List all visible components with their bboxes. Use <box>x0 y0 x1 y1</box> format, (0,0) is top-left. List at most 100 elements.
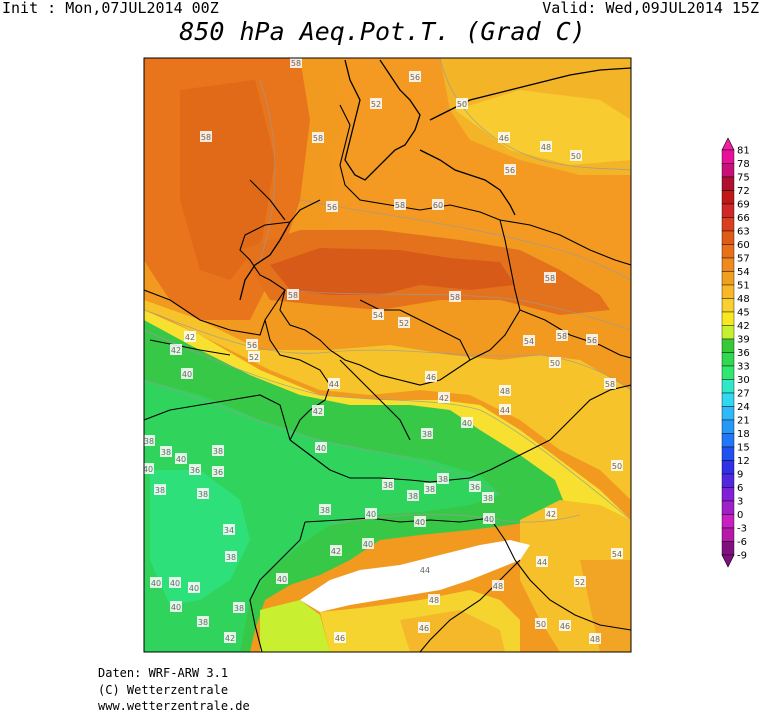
contour-label-box <box>492 580 504 591</box>
contour-label: 40 <box>316 444 326 453</box>
contour-label-box <box>223 524 235 535</box>
contour-label: 58 <box>557 332 567 341</box>
colorbar-tick-label: 63 <box>737 227 750 238</box>
colorbar-tick-label: -3 <box>737 524 747 535</box>
contour-label-box <box>225 551 237 562</box>
contour-label-box <box>175 453 187 464</box>
contour-label: 40 <box>182 370 192 379</box>
contour-label: 38 <box>161 448 171 457</box>
contour-label-box <box>504 164 516 175</box>
valid-time-label: Valid: Wed,09JUL2014 15Z <box>542 0 759 17</box>
contour-label: 42 <box>225 634 235 643</box>
colorbar-bottom-arrow <box>721 554 735 568</box>
colorbar-top-arrow <box>721 137 735 151</box>
init-time-label: Init : Mon,07JUL2014 00Z <box>2 0 219 17</box>
contour-label: 38 <box>383 481 393 490</box>
contour-label-box <box>499 385 511 396</box>
contour-label: 38 <box>213 447 223 456</box>
contour-label-box <box>312 405 324 416</box>
contour-label-box <box>169 577 181 588</box>
contour-label: 48 <box>493 582 503 591</box>
contour-label: 38 <box>408 492 418 501</box>
contour-label-box <box>170 344 182 355</box>
colorbar-tick-label: -9 <box>737 551 747 562</box>
colorbar-segment <box>721 163 735 178</box>
contour-label: 42 <box>331 547 341 556</box>
contour-label: 52 <box>575 578 585 587</box>
contour-label-box <box>315 442 327 453</box>
contour-label-box <box>432 199 444 210</box>
contour-label-box <box>160 446 172 457</box>
contour-label-box <box>556 330 568 341</box>
contour-label-box <box>154 484 166 495</box>
colorbar-segment <box>721 500 735 515</box>
contour-label: 58 <box>201 133 211 142</box>
contour-label: 54 <box>612 550 622 559</box>
contour-label: 42 <box>546 510 556 519</box>
colorbar-tick-label: 51 <box>737 281 750 292</box>
contour-label: 50 <box>536 620 546 629</box>
colorbar-segment <box>721 271 735 286</box>
contour-label-box <box>181 368 193 379</box>
contour-label: 34 <box>224 526 234 535</box>
contour-label: 46 <box>419 624 429 633</box>
colorbar-tick-label: 9 <box>737 470 743 481</box>
contour-label-box <box>212 466 224 477</box>
contour-label: 44 <box>329 380 339 389</box>
contour-label-box <box>499 404 511 415</box>
contour-label: 38 <box>155 486 165 495</box>
contour-label: 50 <box>550 359 560 368</box>
contour-label: 44 <box>537 558 547 567</box>
colorbar-tick-label: 72 <box>737 186 750 197</box>
colorbar-segment <box>721 298 735 313</box>
contour-label-box <box>188 582 200 593</box>
contour-label: 40 <box>462 419 472 428</box>
contour-label-box <box>248 351 260 362</box>
colorbar-tick-label: 24 <box>737 402 750 413</box>
contour-label-box <box>482 492 494 503</box>
contour-label-box <box>184 331 196 342</box>
colorbar-tick-label: 42 <box>737 321 750 332</box>
temperature-field <box>144 58 631 652</box>
contour-label-box <box>421 428 433 439</box>
contour-label: 56 <box>587 336 597 345</box>
contour-label: 46 <box>426 373 436 382</box>
contour-label-box <box>409 71 421 82</box>
contour-label: 36 <box>213 468 223 477</box>
contour-label-box <box>328 378 340 389</box>
contour-label-box <box>414 516 426 527</box>
contour-label-box <box>611 460 623 471</box>
contour-label: 58 <box>395 201 405 210</box>
contour-label-box <box>535 618 547 629</box>
colorbar-tick-label: 81 <box>737 146 750 157</box>
contour-label-box <box>394 199 406 210</box>
colorbar-segment <box>721 473 735 488</box>
contour-label: 38 <box>425 485 435 494</box>
colorbar-tick-label: -6 <box>737 537 747 548</box>
contour-label: 40 <box>363 540 373 549</box>
contour-label: 42 <box>313 407 323 416</box>
contour-label-box <box>246 339 258 350</box>
contour-label: 56 <box>505 166 515 175</box>
colorbar-segment <box>721 406 735 421</box>
contour-label: 40 <box>189 584 199 593</box>
colorbar-tick-label: 33 <box>737 362 750 373</box>
contour-label: 56 <box>410 73 420 82</box>
contour-label-box <box>574 576 586 587</box>
colorbar-segment <box>721 338 735 353</box>
colorbar-tick-label: 54 <box>737 267 750 278</box>
contour-label-box <box>589 633 601 644</box>
contour-label: 42 <box>185 333 195 342</box>
contour-label-box <box>212 445 224 456</box>
colorbar-segment <box>721 419 735 434</box>
colorbar-tick-label: 18 <box>737 429 750 440</box>
contour-label-box <box>382 479 394 490</box>
contour-label: 58 <box>545 274 555 283</box>
colorbar-tick-label: 48 <box>737 294 750 305</box>
contour-label-box <box>370 98 382 109</box>
contour-label: 40 <box>277 575 287 584</box>
contour-label-box <box>233 602 245 613</box>
colorbar-segment <box>721 176 735 191</box>
contour-label: 48 <box>429 596 439 605</box>
colorbar-segment <box>721 352 735 367</box>
